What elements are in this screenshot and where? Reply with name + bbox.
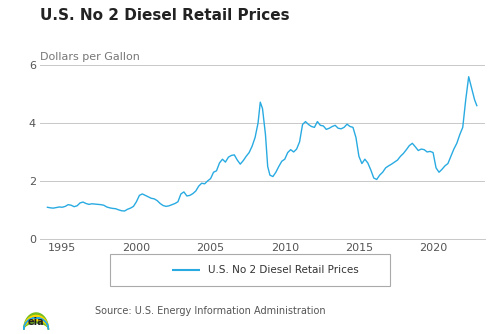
Text: Source: U.S. Energy Information Administration: Source: U.S. Energy Information Administ… (95, 306, 326, 316)
FancyBboxPatch shape (110, 254, 390, 286)
Text: eia: eia (28, 318, 44, 327)
Text: U.S. No 2 Diesel Retail Prices: U.S. No 2 Diesel Retail Prices (40, 8, 290, 23)
Text: U.S. No 2 Diesel Retail Prices: U.S. No 2 Diesel Retail Prices (208, 265, 359, 275)
Text: Dollars per Gallon: Dollars per Gallon (40, 52, 140, 62)
